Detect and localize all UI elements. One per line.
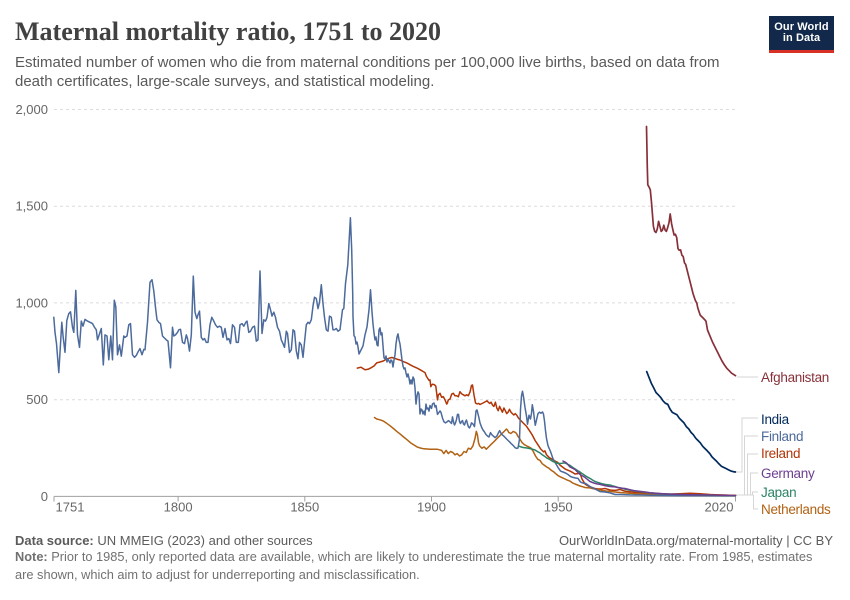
svg-text:1800: 1800 xyxy=(164,500,193,515)
svg-text:Ireland: Ireland xyxy=(761,446,800,461)
svg-text:1,500: 1,500 xyxy=(15,199,48,214)
svg-text:500: 500 xyxy=(26,392,48,407)
svg-text:2,000: 2,000 xyxy=(15,102,48,117)
svg-text:Japan: Japan xyxy=(761,485,796,500)
svg-text:India: India xyxy=(761,412,790,427)
svg-text:0: 0 xyxy=(41,489,48,504)
svg-text:1,000: 1,000 xyxy=(15,295,48,310)
svg-text:Netherlands: Netherlands xyxy=(761,502,831,517)
svg-text:1950: 1950 xyxy=(544,500,573,515)
svg-text:Germany: Germany xyxy=(761,466,815,481)
svg-text:Afghanistan: Afghanistan xyxy=(761,370,829,385)
svg-text:1751: 1751 xyxy=(56,500,85,515)
svg-text:2020: 2020 xyxy=(705,500,734,515)
svg-text:Finland: Finland xyxy=(761,429,803,444)
svg-text:1850: 1850 xyxy=(290,500,319,515)
svg-text:1900: 1900 xyxy=(417,500,446,515)
